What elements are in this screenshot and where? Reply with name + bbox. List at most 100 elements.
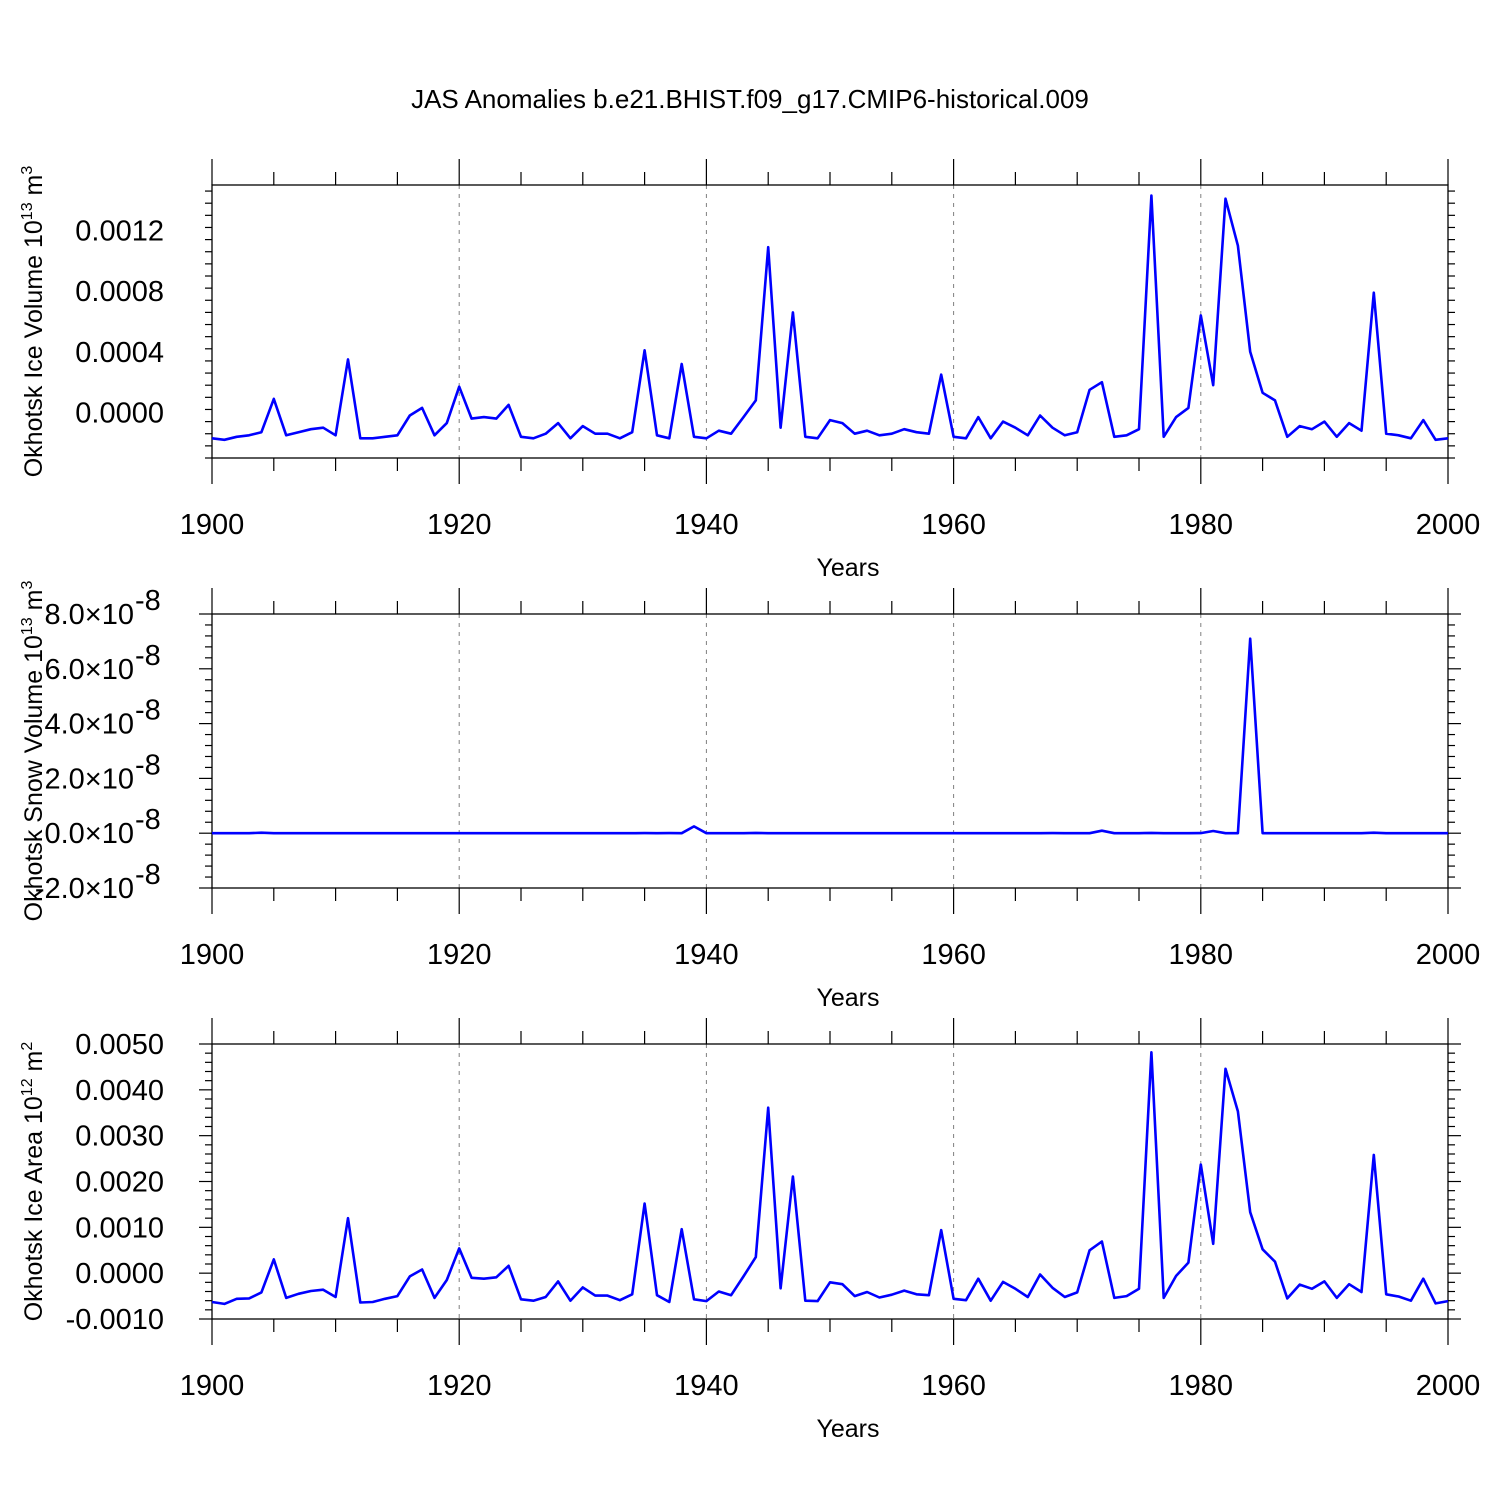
data-point (458, 386, 460, 388)
x-tick-label: 2000 (1416, 509, 1481, 541)
data-point (471, 832, 473, 834)
data-point (780, 427, 782, 429)
data-point (767, 832, 769, 834)
data-point (854, 433, 856, 435)
x-tick-label: 1960 (921, 1370, 986, 1402)
data-point (978, 832, 980, 834)
data-point (1101, 381, 1103, 383)
data-point (446, 832, 448, 834)
data-point (990, 437, 992, 439)
data-point (1237, 832, 1239, 834)
data-point (1324, 1281, 1326, 1283)
data-point (360, 437, 362, 439)
y-axis-label: Okhotsk Ice Volume 1013 m3 (19, 166, 48, 478)
data-point (1113, 436, 1115, 438)
y-tick-label: 0.0000 (75, 1258, 164, 1290)
data-point (1052, 427, 1054, 429)
data-point (458, 1248, 460, 1250)
data-point (261, 832, 263, 834)
data-point (1435, 1303, 1437, 1305)
data-point (792, 1176, 794, 1178)
x-tick-label: 1900 (180, 1370, 245, 1402)
data-point (817, 437, 819, 439)
data-point (669, 832, 671, 834)
data-point (730, 832, 732, 834)
data-point (533, 1300, 535, 1302)
data-point (978, 416, 980, 418)
x-axis-label: Years (816, 554, 879, 582)
data-point (1311, 832, 1313, 834)
data-point (940, 374, 942, 376)
y-tick-label: 0.0020 (75, 1167, 164, 1199)
data-point (1015, 427, 1017, 429)
data-point (656, 434, 658, 436)
data-point (495, 832, 497, 834)
data-point (1002, 1281, 1004, 1283)
data-point (1422, 832, 1424, 834)
data-point (471, 418, 473, 420)
data-point (978, 1278, 980, 1280)
data-point (755, 1256, 757, 1258)
data-point (471, 1277, 473, 1279)
data-point (594, 433, 596, 435)
data-point (570, 1300, 572, 1302)
y-tick-label: -0.0010 (66, 1304, 164, 1336)
data-point (347, 832, 349, 834)
data-point (557, 832, 559, 834)
data-point (1175, 416, 1177, 418)
y-tick-exponent: -8 (135, 695, 161, 727)
data-point (384, 832, 386, 834)
data-point (434, 434, 436, 436)
data-point (261, 431, 263, 433)
data-point (1175, 1275, 1177, 1277)
data-point (310, 428, 312, 430)
y-axis-label-superscript: 2 (19, 1042, 36, 1051)
data-point (718, 832, 720, 834)
data-point (693, 826, 695, 828)
data-point (1212, 384, 1214, 386)
data-point (1076, 832, 1078, 834)
data-point (310, 1290, 312, 1292)
data-point (669, 437, 671, 439)
x-tick-label: 1980 (1169, 939, 1234, 971)
data-point (224, 832, 226, 834)
data-point (1015, 832, 1017, 834)
data-point (1212, 1243, 1214, 1245)
data-point (1089, 832, 1091, 834)
data-point (236, 436, 238, 438)
data-point (1447, 832, 1449, 834)
y-tick-label: 0.0004 (75, 337, 164, 369)
data-point (1311, 428, 1313, 430)
data-point (1361, 832, 1363, 834)
data-point (1410, 832, 1412, 834)
x-tick-label: 1980 (1169, 1370, 1234, 1402)
data-point (434, 832, 436, 834)
y-tick-label: 0.0000 (75, 398, 164, 430)
y-tick-label: 2.0×10 (44, 763, 134, 795)
y-tick-label: 6.0×10 (44, 654, 134, 686)
data-point (953, 832, 955, 834)
data-point (1175, 832, 1177, 834)
data-point (656, 832, 658, 834)
data-point (1101, 830, 1103, 832)
y-tick-exponent: -8 (135, 749, 161, 781)
data-point (1336, 436, 1338, 438)
data-point (1015, 1288, 1017, 1290)
data-point (285, 1297, 287, 1299)
data-point (718, 430, 720, 432)
data-point (965, 1299, 967, 1301)
data-point (458, 832, 460, 834)
data-point (940, 832, 942, 834)
data-point (298, 832, 300, 834)
data-point (1410, 437, 1412, 439)
data-point (817, 832, 819, 834)
data-point (372, 1301, 374, 1303)
x-tick-label: 1940 (674, 1370, 739, 1402)
data-point (1262, 832, 1264, 834)
data-point (273, 1259, 275, 1261)
data-point (1052, 1287, 1054, 1289)
data-point (347, 1217, 349, 1219)
y-axis-label-text: Okhotsk Ice Volume 10 (20, 220, 48, 477)
data-point (681, 1228, 683, 1230)
